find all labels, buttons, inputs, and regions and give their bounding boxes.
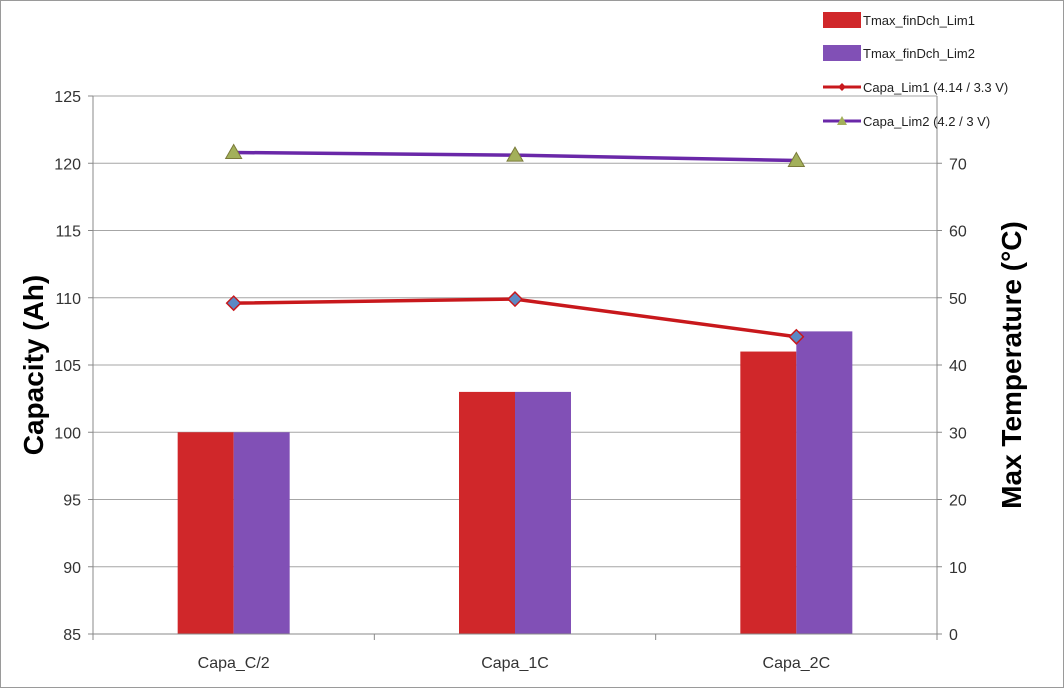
y-axis-right-tick-label: 60: [949, 224, 967, 241]
y-axis-left-title: Capacity (Ah): [18, 275, 49, 455]
y-axis-left-tick-label: 120: [54, 156, 81, 173]
bars: [177, 331, 853, 634]
x-axis-tick-label: Capa_C/2: [198, 655, 270, 672]
point-2-2: [506, 146, 524, 162]
y-axis-right-title: Max Temperature (°C): [996, 221, 1027, 509]
legend-label-line-2: Capa_Lim2 (4.2 / 3 V): [863, 114, 990, 129]
lines: [224, 143, 806, 345]
point-2-3: [787, 151, 806, 168]
legend-label-1: Tmax_finDch_Lim1: [863, 13, 975, 28]
y-axis-left-tick-label: 85: [63, 627, 81, 644]
y-axis-left-tick-label: 90: [63, 560, 81, 577]
y-axis-right-tick-label: 40: [949, 358, 967, 375]
bar-1-1: [177, 432, 234, 634]
y-axis-right-tick-label: 30: [949, 425, 967, 442]
y-axis-right-tick-label: 0: [949, 627, 958, 644]
legend-label-2: Tmax_finDch_Lim2: [863, 46, 975, 61]
bar-2-3: [796, 331, 853, 634]
point-1-1: [225, 295, 242, 312]
legend-label-line-1: Capa_Lim1 (4.14 / 3.3 V): [863, 80, 1008, 95]
x-axis-tick-label: Capa_2C: [763, 655, 831, 672]
x-axis-tick-label: Capa_1C: [481, 655, 549, 672]
y-axis-left-tick-label: 125: [54, 89, 81, 106]
legend-swatch-2: [823, 45, 861, 61]
point-1-2: [506, 291, 524, 308]
legend-marker-2: [837, 116, 847, 125]
legend-swatch-1: [823, 12, 861, 28]
bar-1-2: [459, 391, 515, 634]
point-2-1: [224, 143, 243, 159]
y-axis-left-tick-label: 95: [63, 493, 81, 510]
y-axis-right-tick-label: 70: [949, 156, 967, 173]
point-1-3: [788, 328, 805, 345]
bar-1-3: [740, 351, 797, 634]
y-axis-right-tick-label: 20: [949, 493, 967, 510]
y-axis-left-tick-label: 100: [54, 425, 81, 442]
y-axis-right-tick-label: 50: [949, 291, 967, 308]
axes: [88, 95, 942, 640]
bar-2-1: [233, 432, 290, 634]
y-axis-left-tick-label: 105: [54, 358, 81, 375]
bar-2-2: [515, 391, 571, 634]
y-axis-left-tick-label: 115: [55, 224, 81, 241]
legend-marker-1: [838, 83, 846, 91]
y-axis-left-tick-label: 110: [55, 291, 81, 308]
y-axis-right-tick-label: 10: [949, 560, 967, 577]
tick-labels: 85 90 95 100 105 110 115 120 125 0 10 20 30 40 50 60 70 C…: [54, 89, 967, 672]
legend: Tmax_finDch_Lim1 Tmax_finDch_Lim2 Capa_Lim…: [823, 12, 1008, 129]
